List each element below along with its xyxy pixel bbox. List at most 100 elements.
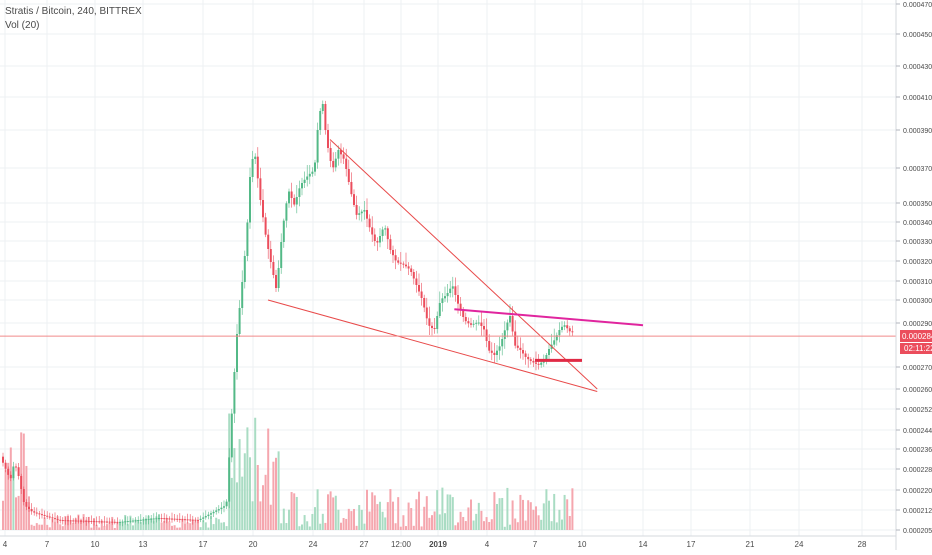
candle-body	[389, 239, 392, 250]
candle-body	[267, 234, 270, 249]
candle-body	[475, 322, 478, 324]
candle-body	[376, 241, 379, 243]
price-tick-label: 0.00031000	[903, 279, 932, 286]
volume-bar	[108, 523, 111, 530]
volume-bar	[194, 521, 197, 530]
volume-bar	[51, 518, 54, 530]
candle-body	[124, 521, 127, 523]
candle-body	[459, 303, 462, 311]
volume-bar	[152, 520, 155, 530]
candle-body	[285, 203, 288, 221]
volume-bar	[524, 520, 527, 530]
volume-bar	[275, 457, 277, 530]
volume-bar	[293, 493, 296, 530]
countdown-badge-box	[900, 343, 932, 354]
price-tick-label: 0.00035000	[903, 201, 932, 208]
volume-bar	[324, 522, 327, 530]
candle-body	[103, 521, 106, 523]
volume-bar	[28, 496, 30, 530]
candle-body	[438, 303, 441, 316]
candle-body	[329, 148, 332, 161]
time-tick-label: 14	[639, 540, 648, 549]
volume-bar	[519, 494, 522, 530]
price-tick-label: 0.00022800	[903, 467, 932, 474]
volume-bar	[168, 521, 171, 530]
resistance-line[interactable]	[454, 308, 644, 327]
candle-body	[139, 519, 142, 521]
candle-body	[467, 321, 470, 324]
candle-body	[347, 169, 350, 182]
volume-bar	[217, 519, 220, 530]
candle-body	[384, 228, 387, 230]
volume-bar	[535, 506, 537, 530]
candle-body	[407, 266, 410, 269]
volume-bar	[316, 489, 319, 530]
candle-body	[158, 518, 160, 520]
volume-bar	[350, 511, 353, 530]
volume-bar	[498, 498, 501, 530]
time-axis[interactable]: 4 7 10 13 17 20 24 27 12:00 2019 4 7 10 14 17 21 24 28	[3, 540, 867, 549]
volume-bar	[420, 526, 423, 530]
volume-bar	[249, 457, 251, 530]
volume-bar	[483, 521, 485, 530]
candle-body	[256, 156, 259, 179]
candle-body	[113, 521, 116, 523]
volume-bar	[246, 427, 249, 530]
candle-body	[43, 514, 46, 516]
time-tick-label: 7	[45, 540, 50, 549]
volume-bar	[269, 504, 272, 530]
time-tick-label: 20	[249, 540, 258, 549]
volume-bar	[301, 524, 303, 530]
candle-body	[392, 250, 394, 256]
candle-body	[12, 466, 15, 479]
candle-body	[204, 516, 207, 518]
volume-bar	[204, 522, 207, 530]
volume-bar	[501, 497, 504, 530]
time-tick-label: 10	[578, 540, 587, 549]
price-tick-label: 0.00026000	[903, 387, 932, 394]
volume-bar	[394, 523, 397, 530]
upper-descending-trendline[interactable]	[329, 139, 598, 390]
volume-indicator-label: Vol (20)	[5, 20, 40, 31]
candle-body	[129, 520, 132, 522]
volume-bar	[285, 523, 288, 530]
volume-bar	[529, 502, 532, 530]
volume-bar	[399, 526, 402, 530]
candle-body	[51, 517, 54, 519]
volume-bar	[464, 521, 467, 530]
volume-bar	[485, 517, 488, 530]
volume-bar	[306, 521, 309, 530]
candle-body	[280, 242, 283, 268]
volume-bar	[514, 518, 517, 530]
candle-body	[254, 156, 257, 159]
volume-bar	[199, 527, 202, 530]
candle-body	[472, 323, 475, 325]
candle-body	[308, 173, 311, 177]
volume-bar	[173, 525, 176, 530]
volume-bar	[184, 523, 186, 530]
volume-bar	[407, 502, 410, 530]
candle-body	[535, 362, 537, 364]
candle-body	[41, 514, 43, 516]
volume-bar	[38, 524, 41, 530]
candle-body	[425, 307, 428, 319]
volume-bar	[210, 516, 212, 530]
price-axis[interactable]: 0.00047000 0.00045000 0.00043000 0.00041000…	[896, 2, 932, 535]
volume-bar	[446, 494, 449, 530]
volume-bar	[493, 492, 496, 530]
candle-body	[290, 191, 293, 198]
price-tick-label: 0.00029000	[903, 321, 932, 328]
volume-bar	[410, 508, 413, 530]
volume-bar	[87, 516, 90, 530]
price-tick-label: 0.00037000	[903, 166, 932, 173]
candle-body	[415, 278, 418, 285]
candle-body	[4, 462, 7, 469]
candle-body	[152, 518, 155, 520]
candle-body	[33, 511, 36, 513]
lower-descending-trendline[interactable]	[267, 299, 598, 392]
candle-body	[532, 360, 535, 363]
candle-body	[397, 260, 400, 263]
candle-body	[116, 521, 119, 523]
volume-bar	[451, 497, 454, 530]
